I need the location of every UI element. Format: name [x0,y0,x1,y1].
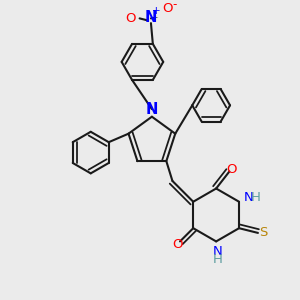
Text: N: N [213,245,223,258]
Text: -: - [172,0,177,11]
Text: +: + [152,6,161,16]
Text: H: H [251,191,261,205]
Text: O: O [226,163,236,176]
Text: S: S [260,226,268,239]
Text: O: O [125,12,135,25]
Text: N: N [146,102,158,117]
Text: O: O [172,238,182,251]
Text: N: N [244,191,254,205]
Text: H: H [213,253,223,266]
Text: O: O [163,2,173,15]
Text: N: N [145,10,157,25]
